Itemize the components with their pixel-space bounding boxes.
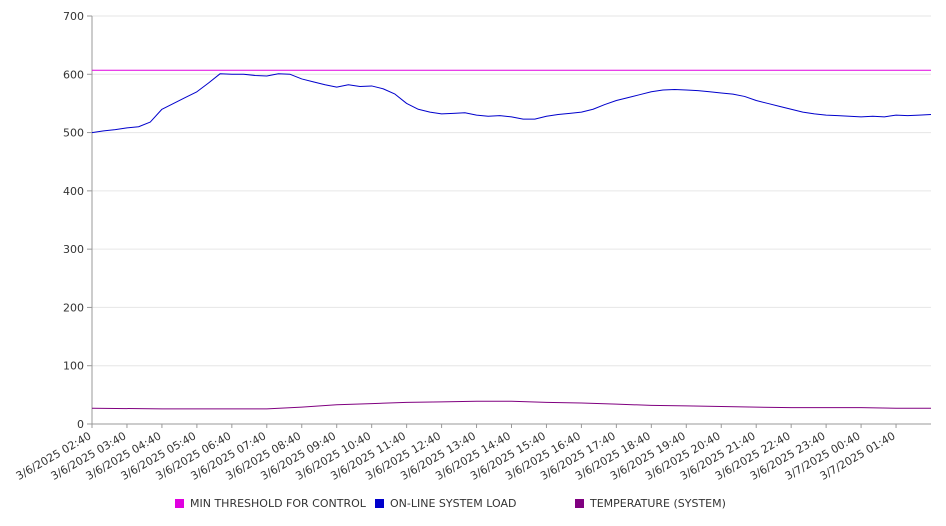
line-chart: 0 100 200 300 400 500 600 700 3/6/2025 02:403/6… [14, 10, 932, 483]
y-axis-tick-labels: 0 100 200 300 400 500 600 700 [63, 10, 84, 431]
series-line-temperature-system [91, 400, 931, 410]
y-tick-label: 500 [63, 127, 84, 140]
legend-label-min-threshold: MIN THRESHOLD FOR CONTROL [190, 497, 366, 510]
axes [87, 15, 931, 428]
legend-swatch-min-threshold [175, 499, 184, 508]
y-tick-label: 0 [77, 418, 84, 431]
legend-swatch-system-load [375, 499, 384, 508]
y-tick-label: 200 [63, 301, 84, 314]
legend-swatch-temperature [575, 499, 584, 508]
legend-item-min-threshold[interactable]: MIN THRESHOLD FOR CONTROL [175, 497, 366, 510]
chart-legend: MIN THRESHOLD FOR CONTROL ON-LINE SYSTEM… [0, 497, 946, 515]
legend-item-system-load[interactable]: ON-LINE SYSTEM LOAD [375, 497, 516, 510]
y-tick-label: 700 [63, 10, 84, 23]
y-tick-label: 400 [63, 185, 84, 198]
legend-label-temperature: TEMPERATURE (SYSTEM) [590, 497, 726, 510]
y-tick-label: 600 [63, 68, 84, 81]
x-axis-tick-labels: 3/6/2025 02:403/6/2025 03:403/6/2025 04:… [14, 429, 898, 483]
y-tick-label: 100 [63, 360, 84, 373]
series-line-on-line-system-load [91, 73, 932, 134]
legend-label-system-load: ON-LINE SYSTEM LOAD [390, 497, 517, 510]
series-lines [91, 69, 932, 410]
y-tick-label: 300 [63, 243, 84, 256]
gridlines [92, 15, 931, 367]
legend-item-temperature[interactable]: TEMPERATURE (SYSTEM) [575, 497, 726, 510]
